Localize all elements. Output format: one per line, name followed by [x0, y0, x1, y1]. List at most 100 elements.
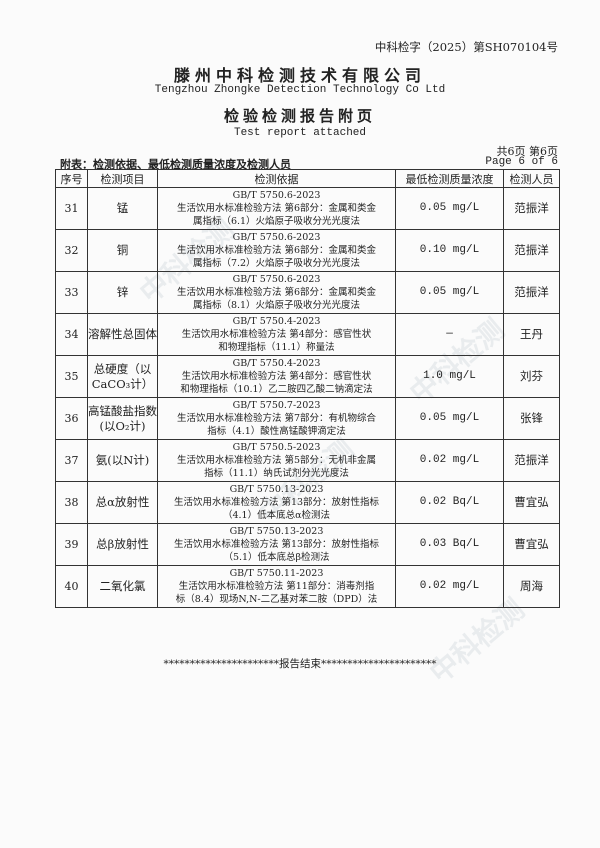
row-number: 35 — [55, 355, 88, 398]
row-number: 40 — [55, 565, 88, 608]
test-basis: GB/T 5750.13-2023 生活饮用水标准检验方法 第13部分：放射性指标… — [157, 523, 396, 566]
table-row: 36 高锰酸盐指数(以O₂计) GB/T 5750.7-2023 生活饮用水标准检验方… — [55, 397, 560, 440]
page-indicator-cn: 共6页 第6页 — [496, 145, 559, 158]
test-item: 溶解性总固体 — [87, 313, 158, 356]
standard-code: GB/T 5750.6-2023 — [232, 190, 321, 201]
tester: 范振洋 — [503, 439, 560, 482]
standard-code: GB/T 5750.11-2023 — [229, 568, 324, 579]
test-item: 锰 — [87, 187, 158, 230]
tester: 刘芬 — [503, 355, 560, 398]
standard-code: GB/T 5750.4-2023 — [232, 316, 321, 327]
column-header: 序号 — [55, 169, 88, 188]
test-item: 铜 — [87, 229, 158, 272]
method-line: 指标（11.1）纳氏试剂分光光度法 — [204, 468, 349, 479]
table-row: 32 铜 GB/T 5750.6-2023 生活饮用水标准检验方法 第6部分：金属和类… — [55, 229, 560, 272]
test-item: 总α放射性 — [87, 481, 158, 524]
method-line: 和物理指标（10.1）乙二胺四乙酸二钠滴定法 — [180, 384, 373, 395]
test-basis: GB/T 5750.4-2023 生活饮用水标准检验方法 第4部分：感官性状 和物理… — [157, 313, 396, 356]
method-line: 生活饮用水标准检验方法 第6部分：金属和类金 — [176, 245, 377, 256]
report-title-cn: 检验检测报告附页 — [223, 107, 376, 125]
method-line: 生活饮用水标准检验方法 第4部分：感官性状 — [181, 329, 372, 340]
standard-code: GB/T 5750.13-2023 — [229, 484, 324, 495]
method-line: 生活饮用水标准检验方法 第5部分：无机非金属 — [176, 455, 377, 466]
table-header-row: 序号 检测项目 检测依据 最低检测质量浓度 检测人员 — [55, 169, 560, 188]
row-number: 37 — [55, 439, 88, 482]
table-row: 33 锌 GB/T 5750.6-2023 生活饮用水标准检验方法 第6部分：金属和类… — [55, 271, 560, 314]
row-number: 36 — [55, 397, 88, 440]
test-item: 二氧化氯 — [87, 565, 158, 608]
method-line: 生活饮用水标准检验方法 第11部分：消毒剂指 — [178, 581, 375, 592]
standard-code: GB/T 5750.6-2023 — [232, 232, 321, 243]
test-item: 氨(以N计) — [87, 439, 158, 482]
method-line: 属指标（6.1）火焰原子吸收分光光度法 — [192, 216, 361, 227]
column-header: 检测项目 — [87, 169, 158, 188]
tester: 张锋 — [503, 397, 560, 440]
test-basis: GB/T 5750.7-2023 生活饮用水标准检验方法 第7部分：有机物综合 指标… — [157, 397, 396, 440]
page-indicator-en: Page 6 of 6 — [485, 156, 558, 168]
column-header: 检测依据 — [157, 169, 396, 188]
method-line: 生活饮用水标准检验方法 第13部分：放射性指标 — [173, 539, 380, 550]
document-number: 中科检字（2025）第SH070104号 — [374, 40, 558, 54]
detection-limit: 0.05 mg/L — [395, 271, 504, 314]
detection-limit: 0.02 Bq/L — [395, 481, 504, 524]
test-basis: GB/T 5750.4-2023 生活饮用水标准检验方法 第4部分：感官性状 和物理… — [157, 355, 396, 398]
detection-limit: 0.02 mg/L — [395, 439, 504, 482]
report-end-marker: **********************报告结束**************… — [163, 658, 437, 670]
table-row: 39 总β放射性 GB/T 5750.13-2023 生活饮用水标准检验方法 第13部… — [55, 523, 560, 566]
test-item: 总β放射性 — [87, 523, 158, 566]
column-header: 最低检测质量浓度 — [395, 169, 504, 188]
standard-code: GB/T 5750.13-2023 — [229, 526, 324, 537]
company-name-cn: 滕州中科检测技术有限公司 — [173, 66, 426, 85]
method-line: 标（8.4）现场N,N-二乙基对苯二胺（DPD）法 — [175, 594, 378, 605]
table-row: 34 溶解性总固体 GB/T 5750.4-2023 生活饮用水标准检验方法 第4部分… — [55, 313, 560, 356]
report-title-en: Test report attached — [233, 127, 367, 139]
test-item: 锌 — [87, 271, 158, 314]
method-line: 生活饮用水标准检验方法 第6部分：金属和类金 — [176, 287, 377, 298]
test-basis: GB/T 5750.6-2023 生活饮用水标准检验方法 第6部分：金属和类金 属指… — [157, 271, 396, 314]
table-row: 40 二氧化氯 GB/T 5750.11-2023 生活饮用水标准检验方法 第11部分… — [55, 565, 560, 608]
table-caption: 附表：检测依据、最低检测质量浓度及检测人员 — [60, 158, 291, 171]
tester: 曹宜弘 — [503, 523, 560, 566]
test-basis: GB/T 5750.13-2023 生活饮用水标准检验方法 第13部分：放射性指标… — [157, 481, 396, 524]
detection-limit: 0.05 mg/L — [395, 187, 504, 230]
method-line: （5.1）低本底总β检测法 — [223, 552, 330, 563]
tester: 曹宜弘 — [503, 481, 560, 524]
row-number: 34 — [55, 313, 88, 356]
detection-limit: 0.03 Bq/L — [395, 523, 504, 566]
method-line: 生活饮用水标准检验方法 第4部分：感官性状 — [181, 371, 372, 382]
tester: 范振洋 — [503, 271, 560, 314]
test-basis: GB/T 5750.6-2023 生活饮用水标准检验方法 第6部分：金属和类金 属指… — [157, 187, 396, 230]
results-table: 序号 检测项目 检测依据 最低检测质量浓度 检测人员 31 锰 GB/T 5750.… — [55, 169, 560, 608]
method-line: 属指标（7.2）火焰原子吸收分光光度法 — [192, 258, 361, 269]
detection-limit: 0.05 mg/L — [395, 397, 504, 440]
method-line: 指标（4.1）酸性高锰酸钾滴定法 — [207, 426, 346, 437]
table-row: 37 氨(以N计) GB/T 5750.5-2023 生活饮用水标准检验方法 第5部分… — [55, 439, 560, 482]
test-basis: GB/T 5750.11-2023 生活饮用水标准检验方法 第11部分：消毒剂指标… — [157, 565, 396, 608]
row-number: 33 — [55, 271, 88, 314]
standard-code: GB/T 5750.5-2023 — [232, 442, 321, 453]
method-line: 生活饮用水标准检验方法 第7部分：有机物综合 — [176, 413, 377, 424]
tester: 范振洋 — [503, 229, 560, 272]
method-line: 生活饮用水标准检验方法 第13部分：放射性指标 — [173, 497, 380, 508]
tester: 范振洋 — [503, 187, 560, 230]
method-line: （4.1）低本底总α检测法 — [222, 510, 331, 521]
row-number: 39 — [55, 523, 88, 566]
test-basis: GB/T 5750.6-2023 生活饮用水标准检验方法 第6部分：金属和类金 属指… — [157, 229, 396, 272]
standard-code: GB/T 5750.7-2023 — [232, 400, 321, 411]
method-line: 和物理指标（11.1）称量法 — [218, 342, 335, 353]
detection-limit: 1.0 mg/L — [395, 355, 504, 398]
test-item: 总硬度（以CaCO₃计） — [87, 355, 158, 398]
row-number: 31 — [55, 187, 88, 230]
tester: 王丹 — [503, 313, 560, 356]
method-line: 生活饮用水标准检验方法 第6部分：金属和类金 — [176, 203, 377, 214]
company-name-en: Tengzhou Zhongke Detection Technology Co… — [154, 84, 446, 96]
tester: 周海 — [503, 565, 560, 608]
column-header: 检测人员 — [503, 169, 560, 188]
table-row: 38 总α放射性 GB/T 5750.13-2023 生活饮用水标准检验方法 第13部… — [55, 481, 560, 524]
detection-limit: — — [395, 313, 504, 356]
method-line: 属指标（8.1）火焰原子吸收分光光度法 — [192, 300, 361, 311]
detection-limit: 0.10 mg/L — [395, 229, 504, 272]
table-row: 31 锰 GB/T 5750.6-2023 生活饮用水标准检验方法 第6部分：金属和类… — [55, 187, 560, 230]
standard-code: GB/T 5750.4-2023 — [232, 358, 321, 369]
